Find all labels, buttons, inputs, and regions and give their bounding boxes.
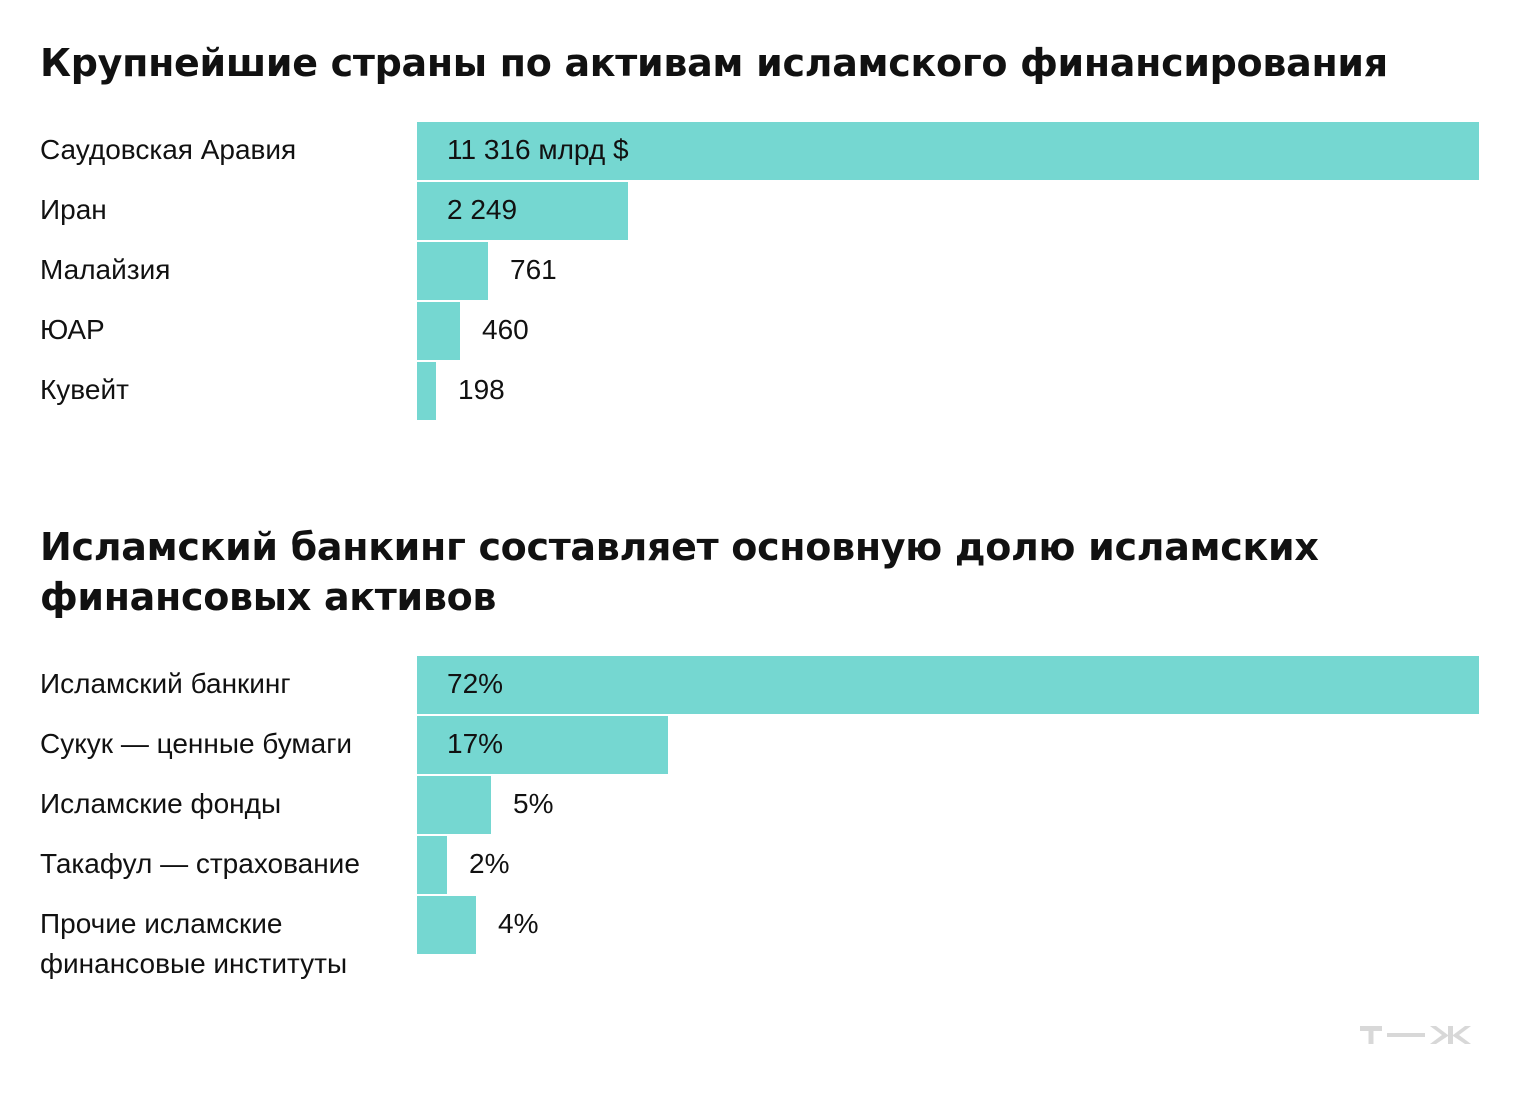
bar-row: Кувейт 198 <box>0 362 1520 420</box>
bar <box>417 362 436 420</box>
category-label: Исламский банкинг <box>40 668 291 699</box>
bar-row: Исламский банкинг 72% <box>0 656 1520 714</box>
bar <box>417 242 488 300</box>
category-label: Прочие исламские финансовые институты <box>40 908 348 979</box>
bar-row: Саудовская Аравия 11 316 млрд $ <box>0 122 1520 180</box>
tzh-logo-icon <box>1360 1026 1471 1044</box>
value-label: 460 <box>482 314 529 345</box>
bar <box>417 182 628 240</box>
category-label: Исламские фонды <box>40 788 282 819</box>
category-label: Такафул — страхование <box>40 848 360 879</box>
category-label: Иран <box>40 194 107 225</box>
category-label: Саудовская Аравия <box>40 134 297 165</box>
bar-row: Сукук — ценные бумаги 17% <box>0 716 1520 774</box>
bar-row: Исламские фонды 5% <box>0 776 1520 834</box>
bar <box>417 122 1479 180</box>
category-label: Малайзия <box>40 254 171 285</box>
bar <box>417 896 476 954</box>
chart-title-islamic-assets: Исламский банкинг составляет основную до… <box>40 525 1319 619</box>
bar-row: Прочие исламские финансовые институты 4% <box>0 896 1520 979</box>
bar-row: Такафул — страхование 2% <box>0 836 1520 894</box>
value-label: 17% <box>447 728 504 759</box>
value-label: 5% <box>513 788 554 819</box>
chart-title-top-countries: Крупнейшие страны по активам исламского … <box>40 41 1388 85</box>
value-label: 2 249 <box>447 194 518 225</box>
bar <box>417 656 1479 714</box>
value-label: 11 316 млрд $ <box>447 134 629 165</box>
bar <box>417 716 668 774</box>
value-label: 4% <box>498 908 539 939</box>
bar <box>417 836 447 894</box>
value-label: 761 <box>510 254 557 285</box>
category-label: ЮАР <box>40 314 105 345</box>
bar-row: Иран 2 249 <box>0 182 1520 240</box>
bar <box>417 302 460 360</box>
value-label: 198 <box>458 374 505 405</box>
value-label: 2% <box>469 848 510 879</box>
bar <box>417 776 491 834</box>
category-label: Сукук — ценные бумаги <box>40 728 353 759</box>
bar-row: Малайзия 761 <box>0 242 1520 300</box>
value-label: 72% <box>447 668 504 699</box>
bar-row: ЮАР 460 <box>0 302 1520 360</box>
category-label: Кувейт <box>40 374 129 405</box>
